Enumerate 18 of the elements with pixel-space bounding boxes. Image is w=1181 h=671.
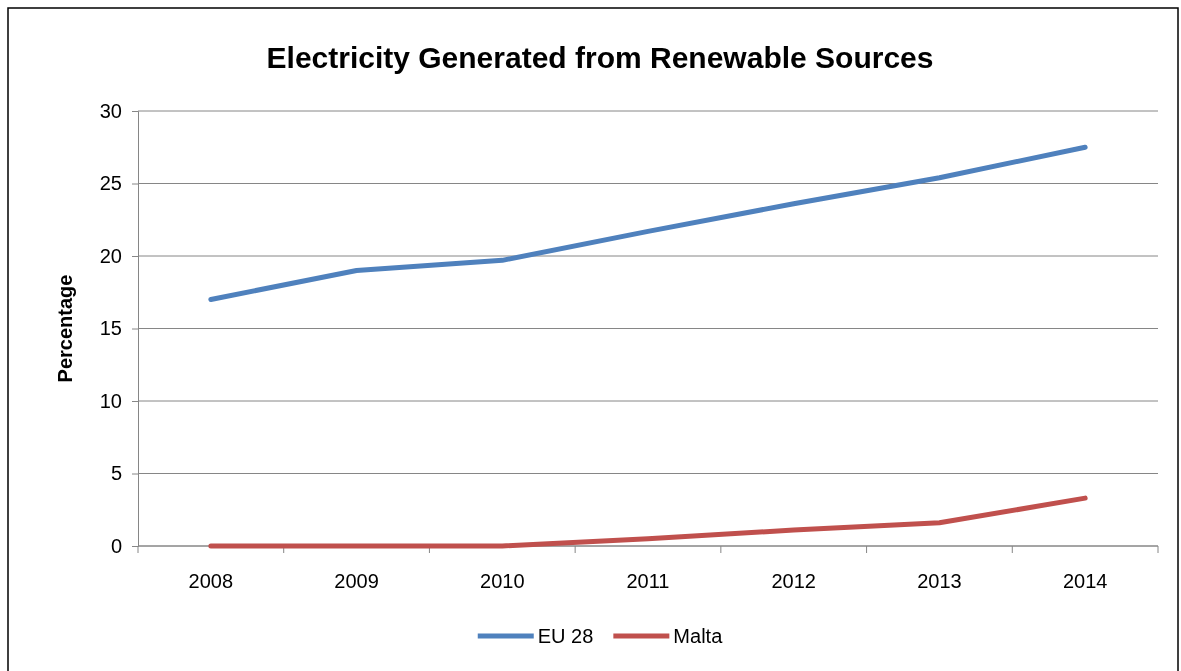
y-tick-label: 15	[99, 317, 122, 340]
x-tick-label: 2012	[771, 570, 816, 592]
x-tick-label: 2011	[626, 570, 670, 592]
chart-title: Electricity Generated from Renewable Sources	[266, 41, 934, 74]
x-tick-label: 2008	[188, 570, 234, 592]
y-tick-label: 20	[99, 244, 122, 267]
legend-label: EU 28	[537, 625, 594, 647]
y-tick-label: 5	[110, 462, 122, 485]
y-axis-title: Percentage	[54, 274, 76, 383]
y-tick-label: 25	[99, 172, 122, 195]
y-tick-label: 0	[110, 534, 122, 557]
x-tick-label: 2014	[1062, 570, 1108, 592]
x-tick-label: 2013	[917, 570, 962, 592]
y-tick-label: 30	[99, 99, 122, 122]
legend-label: Malta	[673, 625, 724, 647]
x-tick-label: 2009	[334, 570, 379, 592]
x-tick-label: 2010	[480, 570, 525, 592]
y-tick-label: 10	[99, 389, 122, 412]
